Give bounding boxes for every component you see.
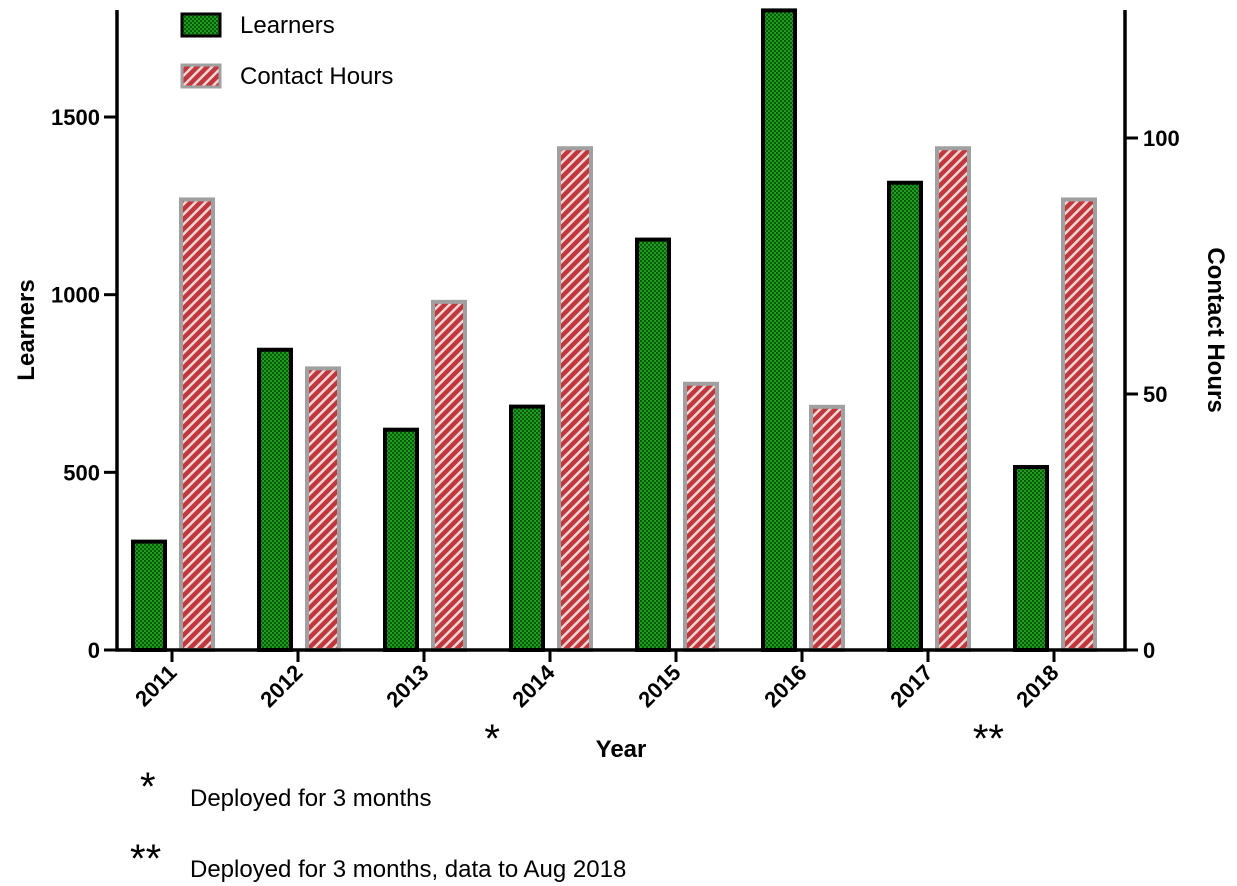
x-marker-2018: **	[973, 717, 1004, 761]
x-tick-label-2013: 2013	[381, 660, 433, 712]
legend-swatch-learners	[180, 12, 222, 38]
left-tick-label-1500: 1500	[51, 105, 100, 130]
left-y-ticks: 0 500 1000 1500	[51, 105, 117, 663]
x-marker-2014: *	[484, 717, 500, 761]
bar-learners-2012	[257, 347, 293, 652]
bar-contact-hours-2015	[683, 381, 719, 652]
bar-learners-2015	[635, 237, 671, 652]
x-tick-label-2011: 2011	[130, 660, 181, 711]
bar-contact-hours-2011	[179, 197, 215, 652]
bar-contact-hours-2017	[935, 146, 971, 653]
bar-learners-2011	[131, 539, 167, 653]
legend-label-contact-hours: Contact Hours	[240, 63, 393, 90]
left-tick-label-500: 500	[63, 460, 100, 485]
bar-learners-2014	[509, 404, 545, 653]
y-axis-title: Learners	[13, 279, 40, 380]
footnotes: * Deployed for 3 months ** Deployed for …	[130, 765, 626, 883]
bar-contact-hours-2016	[809, 404, 845, 652]
x-axis-title: Year	[596, 736, 647, 763]
footnote-1-marker: *	[140, 765, 156, 809]
x-tick-label-2017: 2017	[885, 660, 937, 712]
right-tick-label-50: 50	[1143, 382, 1167, 407]
right-tick-label-100: 100	[1143, 126, 1180, 151]
left-tick-label-0: 0	[88, 638, 100, 663]
bar-learners-2016	[761, 8, 797, 652]
legend-label-learners: Learners	[240, 12, 335, 39]
bar-learners-2013	[383, 427, 419, 652]
bar-contact-hours-2012	[305, 366, 341, 652]
x-tick-label-2014: 2014	[507, 659, 560, 712]
bar-learners-2018	[1013, 465, 1049, 652]
bars-group	[131, 8, 1097, 653]
x-tick-label-2015: 2015	[633, 660, 685, 712]
right-y-ticks: 0 50 100	[1125, 126, 1180, 663]
bar-learners-2017	[887, 180, 923, 652]
x-tick-label-2016: 2016	[759, 660, 811, 712]
bar-contact-hours-2018	[1061, 197, 1097, 652]
legend-swatch-contact-hours	[180, 63, 222, 89]
bar-contact-hours-2014	[557, 146, 593, 653]
bar-contact-hours-2013	[431, 299, 467, 652]
x-tick-label-2018: 2018	[1011, 660, 1063, 712]
footnote-2-marker: **	[130, 837, 161, 881]
left-tick-label-1000: 1000	[51, 283, 100, 308]
right-tick-label-0: 0	[1143, 638, 1155, 663]
y2-axis-title: Contact Hours	[1202, 247, 1229, 412]
footnote-1-text: Deployed for 3 months	[190, 785, 431, 812]
x-tick-label-2012: 2012	[255, 660, 307, 712]
footnote-2-text: Deployed for 3 months, data to Aug 2018	[190, 856, 626, 883]
legend: Learners Contact Hours	[180, 12, 393, 90]
